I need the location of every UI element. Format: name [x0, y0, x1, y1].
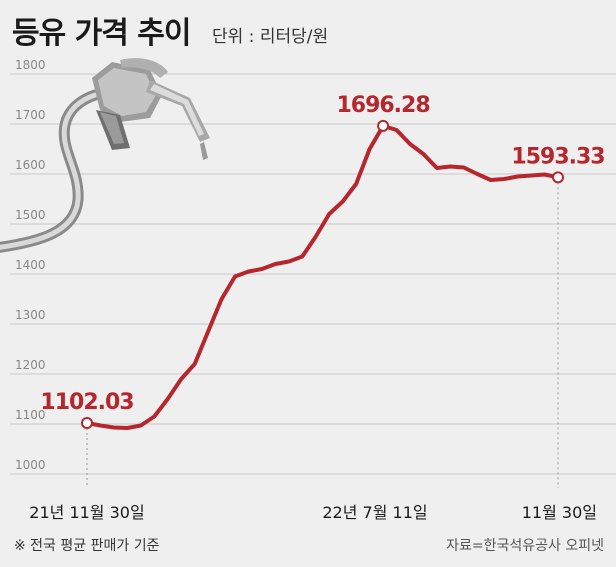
data-label: 1593.33: [511, 144, 604, 169]
footnote: ※ 전국 평균 판매가 기준: [14, 538, 160, 554]
x-tick-label: 22년 7월 11일: [322, 503, 427, 522]
markers: [81, 119, 564, 429]
series-line: [85, 123, 560, 430]
y-tick-label: 1400: [15, 258, 46, 272]
x-axis: 21년 11월 30일 22년 7월 11일 11월 30일: [29, 503, 597, 522]
x-tick-label: 21년 11월 30일: [29, 503, 144, 522]
y-tick-label: 1200: [15, 358, 46, 372]
chart-title: 등유 가격 추이: [12, 16, 191, 51]
series: [85, 123, 560, 430]
source-label: 자료=한국석유공사 오피넷: [446, 538, 604, 554]
y-tick-label: 1300: [15, 308, 46, 322]
y-tick-label: 1700: [15, 108, 46, 122]
x-tick-label: 11월 30일: [522, 503, 597, 522]
data-point-marker: [377, 119, 390, 132]
grid: [10, 73, 616, 488]
y-tick-label: 1500: [15, 208, 46, 222]
data-label: 1696.28: [336, 93, 429, 118]
unit-label: 단위 : 리터당/원: [212, 27, 329, 47]
data-label: 1102.03: [40, 390, 133, 415]
y-tick-label: 1000: [15, 458, 46, 472]
fuel-nozzle-icon: [0, 58, 210, 253]
data-labels: 1102.03 1696.28 1593.33: [40, 93, 605, 415]
y-tick-label: 1600: [15, 158, 46, 172]
data-point-marker: [552, 171, 564, 184]
y-axis: 1800 1700 1600 1500 1400 1300 1200 1100 1000: [15, 58, 46, 472]
y-tick-label: 1100: [15, 408, 46, 422]
y-tick-label: 1800: [15, 58, 46, 72]
data-point-marker: [81, 416, 93, 429]
